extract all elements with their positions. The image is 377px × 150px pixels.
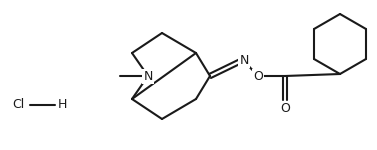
Text: Cl: Cl	[12, 99, 24, 111]
Text: N: N	[239, 54, 249, 66]
Text: O: O	[280, 102, 290, 116]
Text: N: N	[143, 69, 153, 82]
Text: O: O	[253, 69, 263, 82]
Text: H: H	[57, 99, 67, 111]
